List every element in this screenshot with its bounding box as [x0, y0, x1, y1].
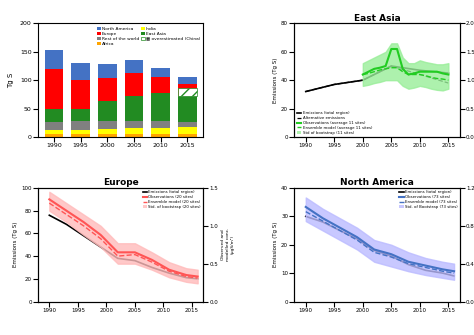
Bar: [71, 63, 90, 80]
Bar: [45, 50, 63, 69]
Title: East Asia: East Asia: [354, 14, 401, 23]
Bar: [71, 109, 90, 121]
Bar: [98, 121, 117, 129]
Bar: [45, 122, 63, 130]
Y-axis label: Emissions (Tg S): Emissions (Tg S): [273, 58, 278, 103]
Bar: [98, 129, 117, 134]
Bar: [178, 134, 197, 137]
Bar: [71, 130, 90, 134]
Bar: [178, 77, 197, 84]
Bar: [45, 109, 63, 122]
Y-axis label: Observed and
modelled conc.
(μgS/m²): Observed and modelled conc. (μgS/m²): [221, 228, 234, 261]
Bar: [178, 127, 197, 134]
Legend: Emissions (total region), Observations (20 sites), Ensemble model (20 sites), St: Emissions (total region), Observations (…: [142, 190, 201, 209]
Legend: Emissions (total region), Observations (73 sites), Ensemble model (73 sites), St: Emissions (total region), Observations (…: [399, 190, 458, 209]
Bar: [178, 96, 197, 122]
Bar: [151, 77, 170, 93]
Y-axis label: Emissions (Tg S): Emissions (Tg S): [13, 222, 18, 267]
Y-axis label: Emissions (Tg S): Emissions (Tg S): [273, 222, 278, 267]
Bar: [178, 87, 197, 96]
Bar: [45, 130, 63, 134]
Bar: [151, 93, 170, 121]
Y-axis label: Tg S: Tg S: [9, 73, 14, 88]
Bar: [125, 73, 143, 95]
Bar: [71, 80, 90, 109]
Bar: [125, 134, 143, 137]
Legend: North America, Europe, Rest of the world, Africa, India, East Asia, ▦ overestima: North America, Europe, Rest of the world…: [96, 26, 201, 47]
Bar: [98, 134, 117, 137]
Bar: [125, 121, 143, 128]
Bar: [151, 68, 170, 77]
Bar: [98, 78, 117, 101]
Bar: [151, 121, 170, 128]
Bar: [71, 121, 90, 130]
Bar: [125, 60, 143, 73]
Title: Europe: Europe: [103, 178, 138, 187]
Bar: [151, 134, 170, 137]
Bar: [71, 134, 90, 137]
Bar: [125, 128, 143, 134]
Bar: [125, 95, 143, 121]
Bar: [98, 101, 117, 121]
Bar: [98, 64, 117, 78]
Title: North America: North America: [340, 178, 414, 187]
Bar: [45, 134, 63, 137]
Bar: [45, 69, 63, 109]
Bar: [178, 122, 197, 127]
Legend: Emissions (total region), Alternative emissions, Observations (average 11 sites): Emissions (total region), Alternative em…: [296, 111, 373, 135]
Bar: [178, 84, 197, 96]
Bar: [151, 128, 170, 134]
